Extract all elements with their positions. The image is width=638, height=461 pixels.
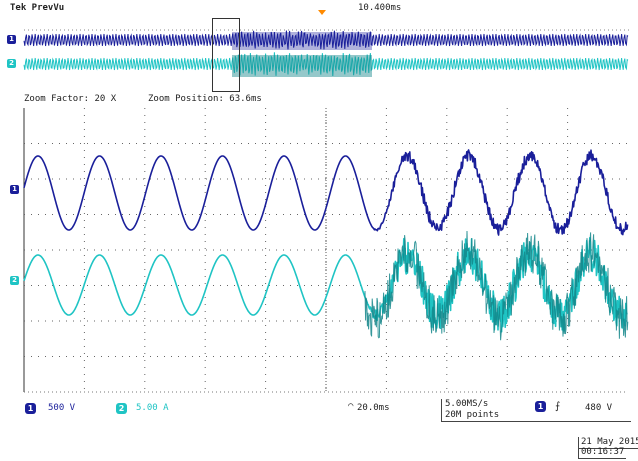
- ch2-scale[interactable]: 5.00 A: [136, 403, 169, 414]
- ch1-ground-marker[interactable]: 1: [10, 185, 19, 194]
- record-length[interactable]: 20M points: [445, 410, 499, 421]
- ch2-waveform: [24, 238, 628, 332]
- ch1-scale[interactable]: 500 V: [48, 403, 75, 414]
- timebase-icon: ⌒: [348, 401, 353, 412]
- ch1-badge[interactable]: 1: [25, 403, 36, 414]
- trigger-source-badge[interactable]: 1: [535, 401, 546, 412]
- trigger-slope-icon: ⨍: [555, 401, 560, 412]
- sample-rate[interactable]: 5.00MS/s: [445, 399, 488, 410]
- timebase-scale[interactable]: 20.0ms: [357, 403, 390, 414]
- time-readout: 00:16:37: [578, 447, 626, 459]
- ch2-noise-overlay: [365, 231, 628, 340]
- ch2-ground-marker[interactable]: 2: [10, 276, 19, 285]
- acquisition-bracket: [441, 399, 444, 421]
- trigger-level[interactable]: 480 V: [585, 403, 612, 414]
- trigger-underline: [441, 421, 631, 422]
- ch2-badge[interactable]: 2: [116, 403, 127, 414]
